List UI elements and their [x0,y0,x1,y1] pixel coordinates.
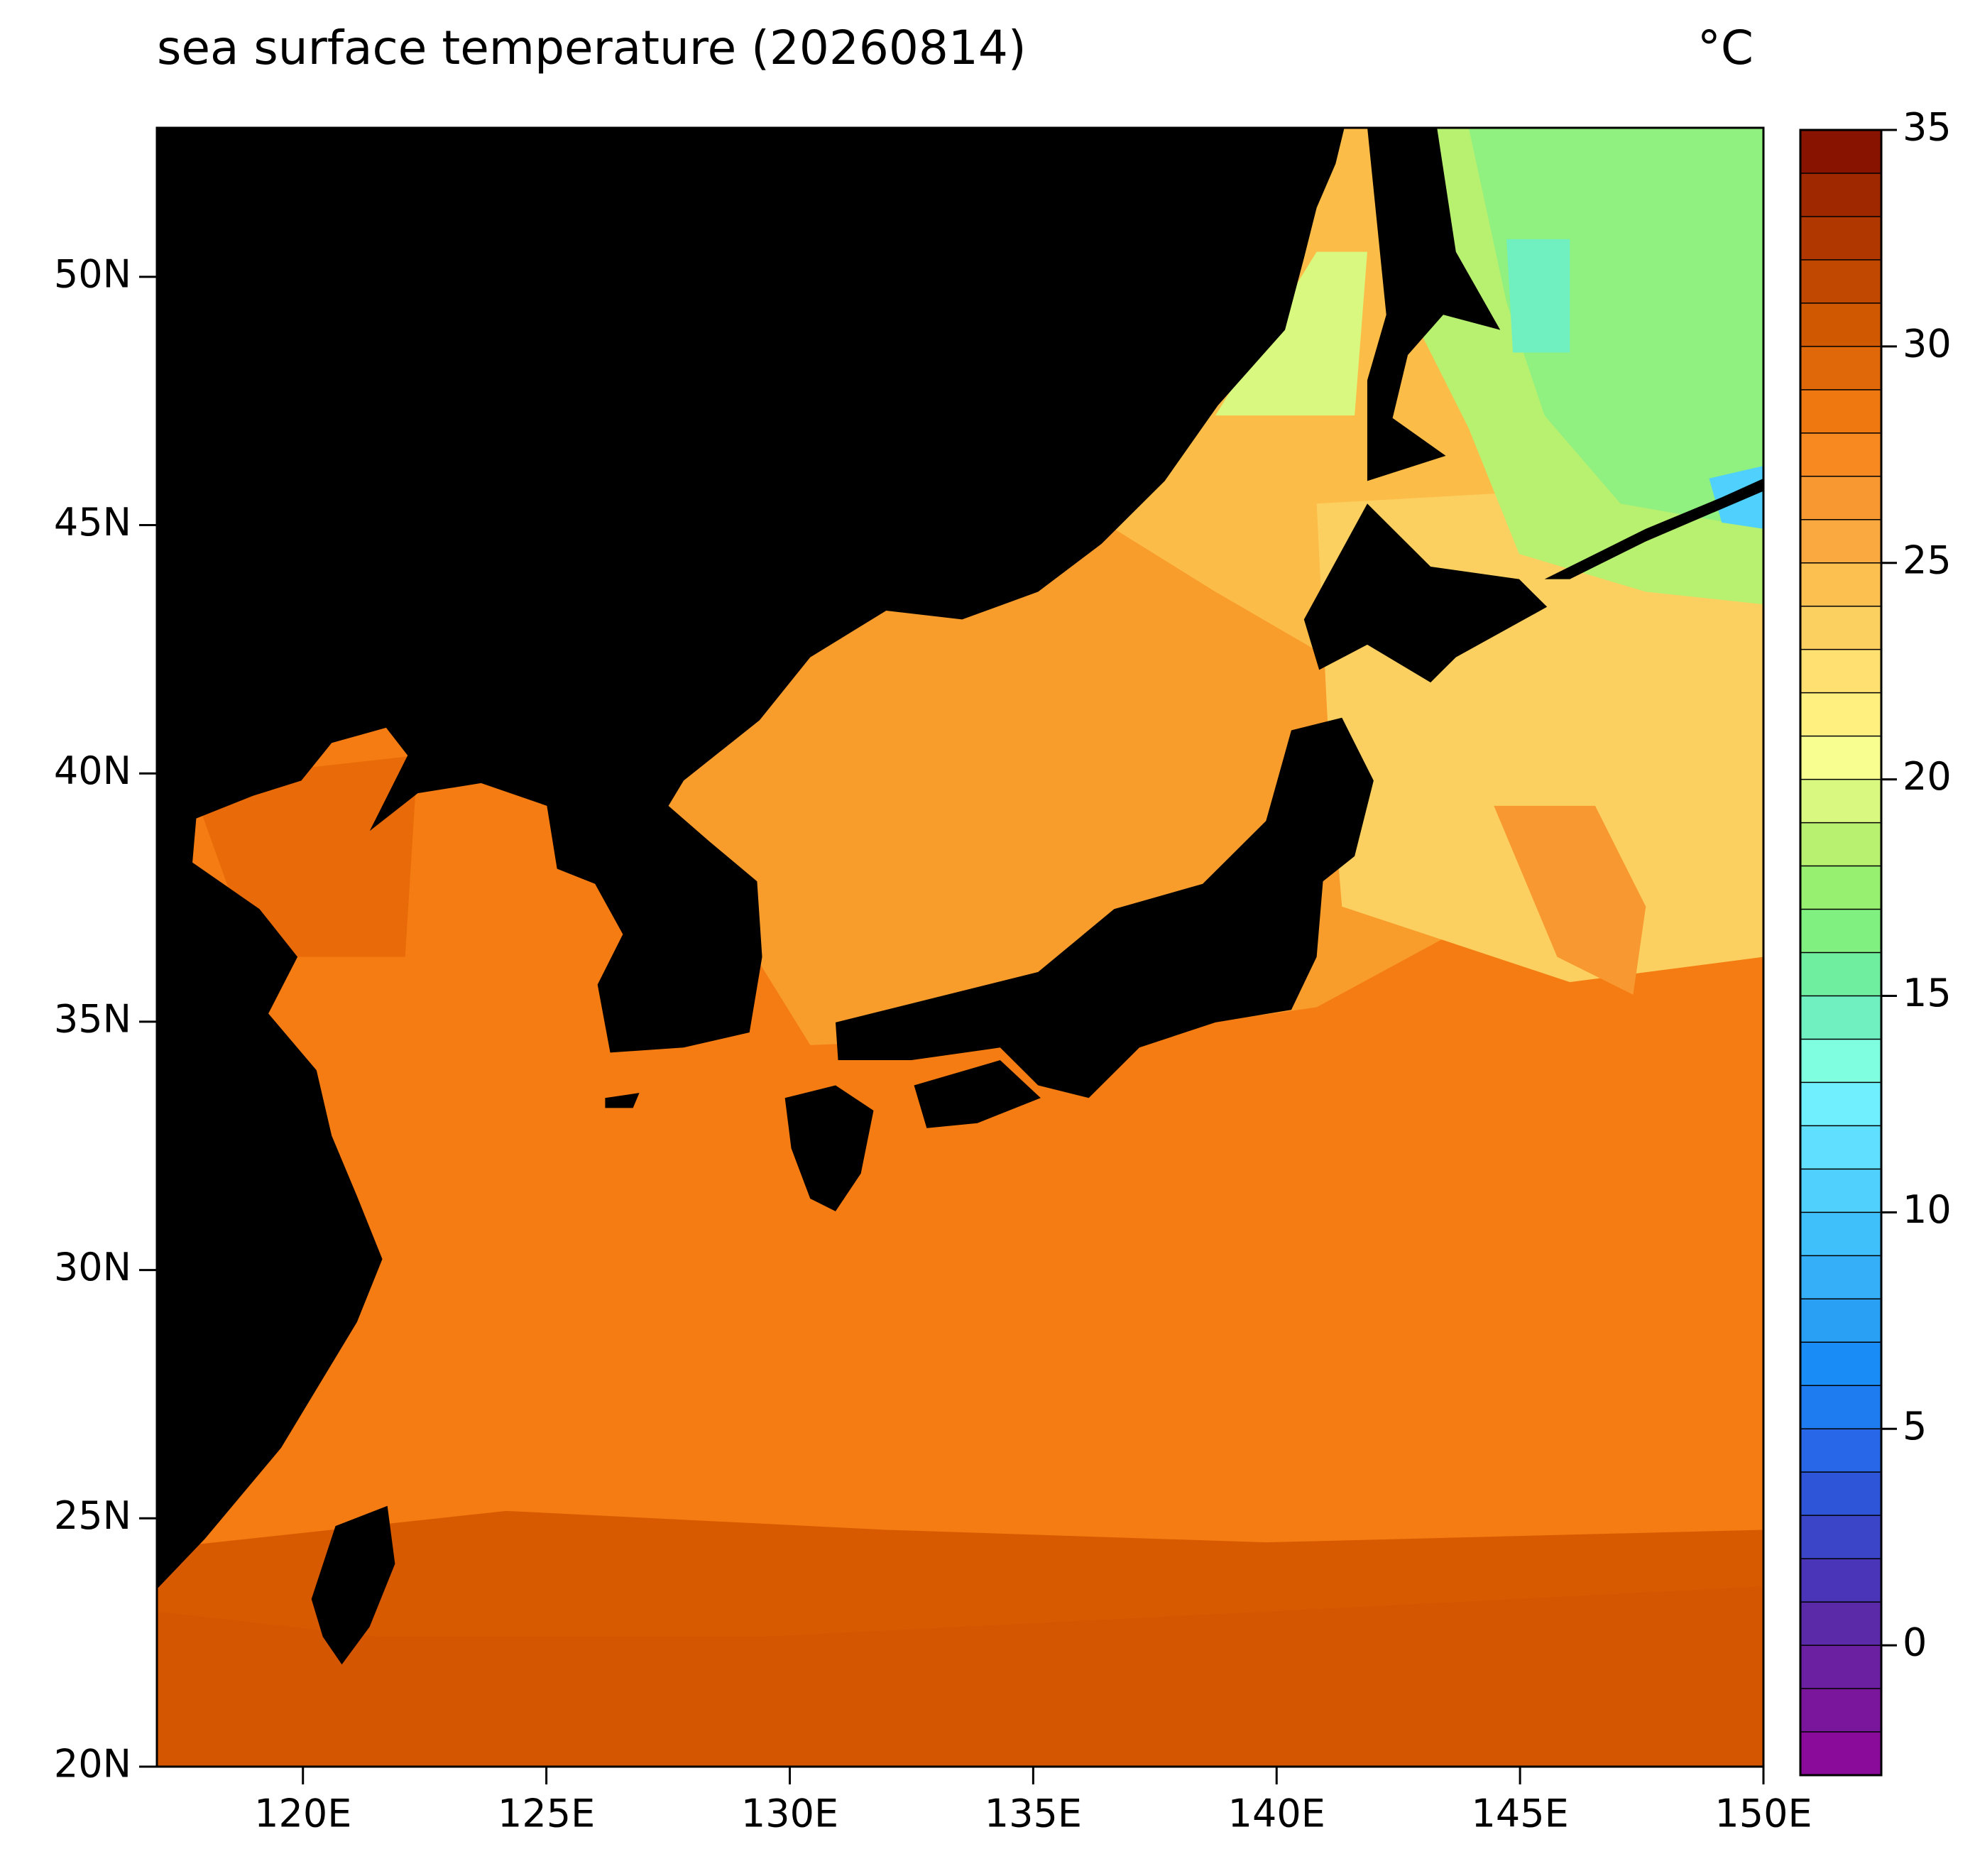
colorbar-tick-label: 35 [1903,105,1952,150]
colorbar-segment [1800,996,1881,1040]
colorbar-frame [1799,129,1883,1777]
colorbar-segment [1800,1169,1881,1213]
colorbar-segment [1800,909,1881,953]
colorbar-segment [1800,476,1881,520]
y-tick-label: 20N [54,1742,131,1787]
colorbar-segment [1800,952,1881,996]
x-tick-label: 145E [1472,1792,1569,1836]
colorbar-segment [1800,1125,1881,1169]
colorbar-segment [1800,1559,1881,1603]
colorbar-segment [1800,822,1881,867]
y-tick-label: 40N [54,748,131,793]
colorbar-segment [1800,649,1881,694]
colorbar-segment [1800,779,1881,824]
colorbar-tick-label: 30 [1903,322,1952,366]
land [157,128,1763,1665]
colorbar-segment [1800,1342,1881,1386]
colorbar-tick-label: 5 [1903,1404,1927,1449]
colorbar-segment [1800,562,1881,607]
colorbar-segment [1800,1385,1881,1429]
colorbar-segment [1800,1429,1881,1473]
y-tick-label: 25N [54,1493,131,1538]
colorbar-segment [1800,1689,1881,1733]
chart-title: sea surface temperature (20260814) [157,21,1027,75]
colorbar-segment [1800,519,1881,564]
colorbar-tick-label: 20 [1903,754,1952,799]
colorbar-segment [1800,1732,1881,1776]
colorbar-segment [1800,1472,1881,1516]
colorbar-segment [1800,866,1881,910]
colorbar-segment [1800,736,1881,780]
map [157,128,1763,1767]
colorbar-segment [1800,1039,1881,1083]
colorbar-tick-label: 15 [1903,971,1952,1015]
x-tick-label: 150E [1714,1792,1812,1836]
colorbar-segment [1800,606,1881,650]
x-tick-label: 135E [985,1792,1082,1836]
x-tick-label: 125E [498,1792,595,1836]
colorbar-segment [1800,1602,1881,1646]
x-tick-label: 120E [254,1792,351,1836]
colorbar-segment [1800,692,1881,737]
colorbar-tick-label: 25 [1903,538,1952,582]
colorbar-segment [1800,259,1881,304]
colorbar-segment [1800,1515,1881,1559]
x-tick-label: 130E [741,1792,838,1836]
colorbar-segment [1800,1212,1881,1256]
colorbar-segment [1800,432,1881,477]
plot-frame [155,126,1765,1768]
colorbar-tick-label: 0 [1903,1620,1927,1665]
colorbar-segment [1800,216,1881,261]
y-tick-label: 35N [54,997,131,1042]
colorbar-tick-label: 10 [1903,1187,1952,1232]
colorbar-segment [1800,346,1881,391]
colorbar-segment [1800,1082,1881,1126]
colorbar-segment [1800,389,1881,434]
colorbar-segment [1800,302,1881,347]
colorbar-segment [1800,1299,1881,1343]
unit-label: °C [1697,21,1754,75]
colorbar-segment [1800,173,1881,217]
colorbar-segment [1800,1645,1881,1689]
x-tick-label: 140E [1228,1792,1325,1836]
y-tick-label: 45N [54,500,131,545]
colorbar-segment [1800,1255,1881,1299]
y-tick-label: 30N [54,1245,131,1289]
colorbar-segment [1800,130,1881,174]
y-tick-label: 50N [54,251,131,296]
